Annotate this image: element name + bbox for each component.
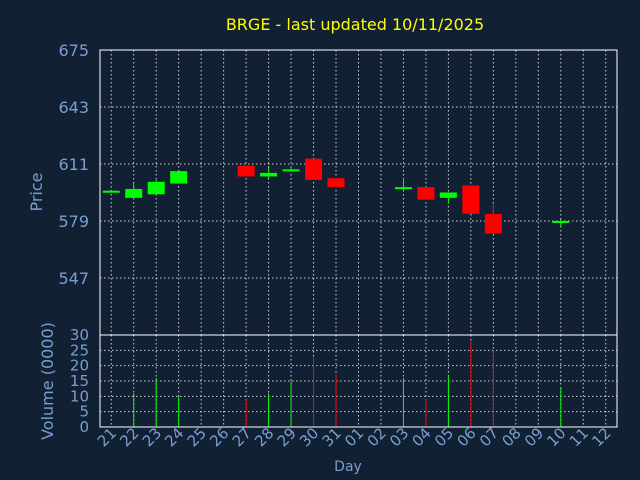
candles — [102, 158, 570, 234]
volume-panel-frame — [99, 334, 618, 428]
candle-body — [305, 158, 323, 181]
candle-22 — [125, 183, 143, 198]
price-y-tick-label: 643 — [58, 98, 89, 117]
candle-body — [417, 187, 435, 200]
volume-y-tick-label: 15 — [70, 372, 89, 390]
price-y-tick-label: 547 — [58, 269, 89, 288]
price-axis-title: Price — [27, 172, 46, 211]
candle-body — [237, 165, 255, 177]
volume-axis-title: Volume (0000) — [38, 322, 57, 440]
price-y-tick-labels: 547 579 611 643 675 — [58, 41, 89, 288]
candle-31 — [327, 178, 345, 188]
candle-body — [282, 169, 300, 172]
price-y-tick-label: 579 — [58, 212, 89, 231]
x-tick-labels: 2122232425262728293031010203040506070809… — [94, 424, 615, 450]
candle-04 — [417, 187, 435, 200]
candle-27 — [237, 165, 255, 177]
candle-10 — [552, 219, 570, 227]
candle-body — [484, 213, 502, 234]
candle-body — [327, 178, 345, 188]
volume-y-tick-label: 30 — [70, 326, 89, 344]
candle-body — [552, 221, 570, 223]
candle-24 — [170, 171, 188, 184]
price-y-tick-label: 675 — [58, 41, 89, 60]
candle-body — [462, 185, 480, 214]
candle-07 — [484, 203, 502, 234]
candle-03 — [394, 180, 412, 191]
candle-06 — [462, 185, 480, 214]
candle-body — [102, 190, 120, 193]
candle-29 — [282, 165, 300, 172]
candle-30 — [305, 158, 323, 181]
price-y-tick-label: 611 — [58, 155, 89, 174]
candle-body — [439, 192, 457, 198]
candle-body — [394, 187, 412, 190]
volume-y-tick-label: 25 — [70, 341, 89, 359]
candle-body — [260, 172, 278, 177]
candle-body — [170, 171, 188, 184]
candle-body — [125, 188, 143, 198]
x-axis-title: Day — [334, 459, 362, 475]
candle-28 — [260, 167, 278, 179]
volume-y-tick-label: 5 — [79, 403, 89, 421]
candle-body — [147, 181, 165, 195]
candle-23 — [147, 180, 165, 195]
chart-title: BRGE - last updated 10/11/2025 — [226, 15, 484, 34]
candle-05 — [439, 192, 457, 204]
volume-y-tick-label: 0 — [79, 418, 89, 436]
candle-21 — [102, 190, 120, 193]
price-grid — [100, 50, 617, 335]
volume-y-tick-label: 10 — [70, 387, 89, 405]
volume-bars — [133, 341, 562, 427]
volume-y-tick-label: 20 — [70, 357, 89, 375]
